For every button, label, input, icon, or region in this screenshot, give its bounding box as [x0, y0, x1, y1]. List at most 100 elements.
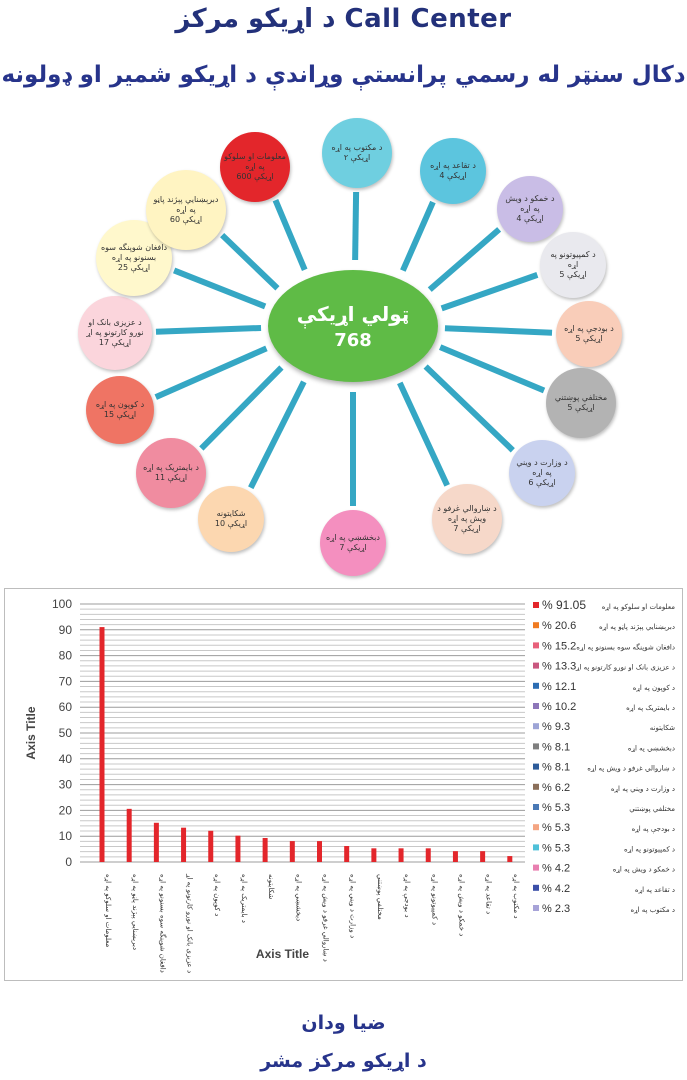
hub-node-value: 60 اړیکې [169, 215, 203, 224]
legend-swatch [533, 864, 539, 871]
hub-node-value: 17 اړیکې [98, 338, 132, 347]
legend-swatch [533, 723, 539, 730]
legend-label: د تقاعد په اړه [635, 886, 675, 894]
legend-label: د ښاروالي غرفو د ویش په اړه [587, 765, 675, 773]
hub-node-value: 600 اړیکې [236, 172, 274, 181]
hub-spoke [173, 267, 267, 310]
hub-node-label: شکایتونه [216, 509, 246, 518]
bar [208, 830, 214, 862]
x-tick-label: دبخشښي په اړه [294, 874, 302, 921]
hub-node: د وزارت د ویني په اړه 6 اړیکې [509, 440, 575, 506]
hub-node-label: د تقاعد په اړه [430, 161, 476, 170]
bar [371, 848, 377, 862]
legend-label: معلومات او سلوکو په اړه [602, 603, 676, 611]
hub-node-value: 10 اړیکې [214, 519, 248, 528]
legend-swatch [533, 682, 539, 689]
legend-percent: % 6.2 [542, 782, 570, 794]
legend-percent: % 5.3 [542, 802, 570, 814]
hub-node-value: 11 اړیکې [154, 473, 188, 482]
bar [317, 841, 322, 862]
hub-node-value: 5 اړیکې [559, 270, 587, 279]
hub-node-label: دبخشښي په اړه [326, 533, 380, 542]
hub-node-label: دافغان شوپنگه سوه بسنونو په اړه [100, 243, 168, 262]
y-tick-label: 40 [59, 752, 73, 766]
y-tick-label: 90 [59, 623, 73, 637]
legend-label: دافغان شوپنگه سوه بسنونو په اړه [576, 642, 675, 651]
legend-label: د کمپیوتونو په اړه [624, 845, 675, 853]
hub-node-value: 7 اړیکې [453, 524, 481, 533]
x-tick-label: معلومات او سلوکو په اړه [104, 874, 112, 948]
y-tick-label: 10 [59, 829, 73, 843]
hub-node: د کمپیوتونو په اړه 5 اړیکې [540, 232, 606, 298]
legend-swatch [533, 844, 539, 851]
y-tick-label: 80 [59, 649, 73, 663]
hub-node-value: 15 اړیکې [103, 410, 137, 419]
x-tick-label: د کمپیوتونو په اړه [430, 874, 438, 925]
hub-node-label: د عزیزی بانک او نورو کارتونو په اړ [86, 318, 144, 337]
hub-node: شکایتونه 10 اړیکې [198, 486, 264, 552]
total-contacts-node: ټولي اړيکې 768 [268, 270, 438, 382]
y-tick-label: 20 [59, 803, 73, 817]
legend-label: دبخشښي په اړه [628, 744, 675, 752]
hub-node-label: د مکتوب په اړه [331, 143, 383, 152]
legend-percent: % 13.3 [542, 661, 576, 673]
x-tick-label: د وزارت د ویني په اړه [349, 874, 357, 938]
x-tick-label: د تقاعد په اړه [485, 874, 493, 914]
hub-spoke [444, 325, 553, 336]
hub-node: د تقاعد په اړه 4 اړیکې [420, 138, 486, 204]
hub-node-label: د کوپون په اړه [95, 400, 145, 409]
hub-node: دبرېښنايي پېژند پاڼو په اړه 60 اړیکې [146, 170, 226, 250]
bar [235, 835, 241, 862]
hub-node-label: دبرېښنايي پېژند پاڼو په اړه [153, 195, 219, 214]
x-tick-label: د عزیزی بانک او نورو کارتونو په اړ [186, 873, 194, 973]
legend-label: د بایمتریک په اړه [626, 704, 675, 712]
hub-node-value: 6 اړیکې [528, 478, 556, 487]
y-tick-label: 60 [59, 700, 73, 714]
hub-node-value: 4 اړیکې [516, 214, 544, 223]
x-tick-label: دبرېښنايي پېژند پاڼو په اړه [131, 874, 139, 950]
hub-node-label: معلومات او سلوکو په اړه [224, 152, 286, 171]
hub-spoke [400, 200, 436, 272]
legend-label: دبرېښنايي پېژند پاڼو په اړه [599, 623, 675, 631]
bar-chart: 0 10 20 30 40 50 60 70 80 90 100 Axis Title معلومات … [24, 597, 676, 973]
legend-percent: % 2.3 [542, 903, 570, 915]
hub-node-label: د وزارت د ویني په اړه [516, 458, 568, 477]
legend-percent: % 4.2 [542, 883, 570, 895]
legend-swatch [533, 824, 539, 831]
x-axis-title: Axis Title [256, 947, 309, 961]
bar [99, 627, 105, 862]
x-tick-label: د ښاروالي غرفو د ویش په اړه [322, 874, 330, 962]
hub-node: مختلفي پوښتني 5 اړیکې [546, 368, 616, 438]
bar [507, 856, 513, 862]
legend-swatch [533, 905, 539, 911]
y-tick-label: 70 [59, 674, 73, 688]
hub-spoke [423, 364, 515, 453]
bar [153, 822, 159, 862]
legend-percent: % 9.3 [542, 721, 570, 733]
legend-percent: % 12.1 [542, 681, 576, 693]
legend-label: د وزارت د ویني په اړه [611, 785, 675, 793]
hub-node: معلومات او سلوکو په اړه 600 اړیکې [220, 132, 290, 202]
hub-node: د خمکو د ویش په اړه 4 اړیکې [497, 176, 563, 242]
x-tick-label: د مکتوب په اړه [512, 874, 520, 919]
hub-node-label: د ښاروالي غرفو د ویش په اړه [437, 504, 497, 523]
hub-spoke [220, 232, 280, 291]
bar [289, 841, 295, 862]
page-subtitle: دکال سنټر له رسمي پرانستې وړاندې د اړیکو… [1, 62, 686, 88]
legend-label: د مکتوب په اړه [630, 906, 675, 914]
footer-role: د اړیکو مرکز مشر [260, 1050, 427, 1072]
hub-spoke [272, 199, 308, 271]
legend-percent: % 8.1 [542, 741, 570, 753]
legend-label: د کوپون په اړه [633, 684, 675, 692]
legend-percent: % 5.3 [542, 822, 570, 834]
hub-node: دبخشښي په اړه 7 اړیکې [320, 510, 386, 576]
hub-node: د بایمتریک په اړه 11 اړیکې [136, 438, 206, 508]
x-tick-label: د خمکو د ویش په اړه [457, 874, 465, 936]
hub-node-value: 5 اړیکې [575, 334, 603, 343]
legend-label: مختلفي پوښتني [629, 805, 675, 813]
contact-hub-diagram: د مکتوب په اړه ۲ اړیکې د تقاعد په اړه 4 اړی… [78, 118, 622, 576]
legend-swatch [533, 763, 539, 770]
hub-node-label: د بودجې په اړه [564, 324, 614, 333]
bar [262, 838, 268, 862]
legend-label: شکایتونه [650, 724, 675, 732]
